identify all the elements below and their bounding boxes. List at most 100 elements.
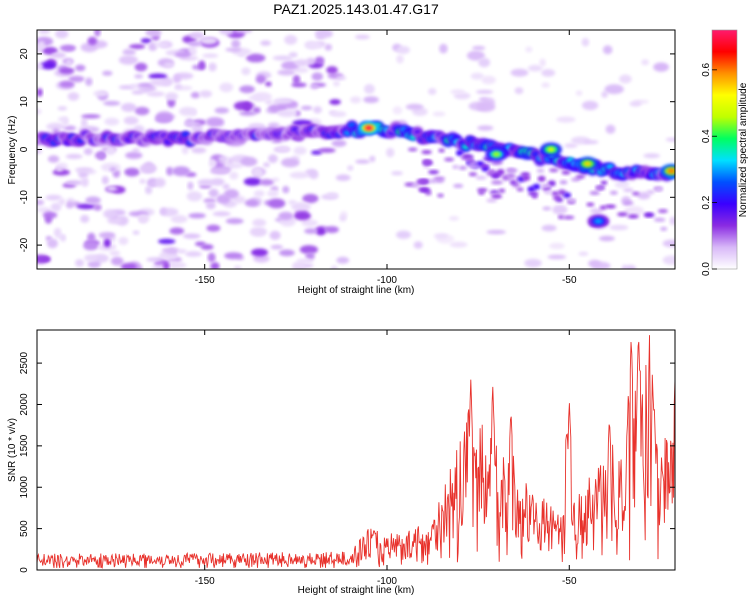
spectrogram-blob	[491, 194, 503, 199]
spectrogram-blob	[81, 114, 101, 119]
spectrogram-blob	[46, 122, 66, 131]
snr-x-tick-label: -150	[195, 576, 215, 587]
spectrogram-blob	[203, 198, 217, 203]
spectrogram-blob	[98, 232, 116, 239]
spectrogram-blob	[109, 250, 121, 256]
spectrogram-blob	[292, 74, 301, 85]
spectrogram-blob	[163, 262, 170, 269]
spectrogram-blob	[41, 257, 51, 262]
spectrogram-blob	[139, 163, 157, 173]
spectrogram-blob	[643, 153, 661, 159]
spectrogram-blob	[586, 202, 595, 207]
spectrogram-blob	[411, 183, 420, 188]
spectrogram-blob	[549, 168, 559, 173]
spectrogram-blob	[170, 215, 188, 224]
spectrogram-blob	[301, 219, 319, 227]
spectrogram-blob	[103, 238, 111, 248]
spectrogram-blob	[260, 40, 271, 46]
spectrogram-blob	[199, 90, 213, 98]
spectrogram-blob	[516, 187, 524, 192]
spectrogram-blob	[291, 82, 307, 88]
spectrogram-blob	[478, 97, 488, 102]
spectrogram-blob	[595, 186, 604, 190]
spectrogram-blob	[277, 146, 290, 152]
spectrogram-blob	[541, 224, 557, 232]
spectrogram-blob	[202, 53, 219, 58]
spectrogram-blob	[37, 199, 45, 206]
spectrogram-blob	[67, 92, 80, 101]
spectrogram-blob	[541, 69, 556, 77]
spectrogram-blob	[600, 180, 608, 185]
spectrogram-blob	[181, 146, 189, 155]
spectrogram-blob	[273, 97, 293, 105]
spectrogram-blob	[289, 171, 309, 179]
spectrogram-blob	[131, 90, 144, 95]
spectrogram-blob	[59, 81, 75, 88]
spectrogram-blob	[562, 215, 575, 220]
spectrogram-blob	[629, 101, 642, 107]
spectrogram-blob	[267, 190, 279, 197]
spectrogram-blob	[472, 45, 486, 51]
spectrogram-blob	[339, 214, 347, 222]
spectrogram-blob	[183, 121, 201, 126]
spectrogram-blob	[191, 124, 203, 134]
spectrogram-blob	[396, 230, 411, 239]
spectrogram-blob	[536, 168, 545, 173]
snr-panel: -150 -100 -50 0 500 1000 1500 2000 2500 Height …	[7, 329, 676, 596]
spectrogram-blob	[259, 179, 274, 186]
spectrogram-blob	[470, 72, 484, 80]
spectrogram-blob	[214, 161, 224, 170]
spectrogram-marks	[37, 30, 675, 269]
spectrogram-blob	[38, 30, 51, 34]
spectrogram-blob	[488, 169, 496, 174]
spectrogram-blob	[47, 155, 60, 163]
spectrogram-blob	[174, 51, 191, 58]
spectrogram-blob	[623, 188, 634, 193]
spectrogram-blob	[453, 183, 464, 188]
spectrogram-blob	[547, 180, 556, 187]
spectrogram-blob	[556, 116, 576, 123]
spectrogram-blob	[255, 74, 266, 84]
spectrogram-blob	[609, 190, 618, 195]
spectrogram-blob	[520, 172, 531, 177]
spectrogram-blob	[248, 123, 265, 129]
snr-y-tick-label: 2000	[19, 393, 30, 416]
spectrogram-blob	[302, 193, 319, 204]
spectrogram-blob	[524, 258, 542, 268]
spectrogram-blob	[669, 216, 675, 226]
spectrogram-blob	[153, 42, 170, 48]
colorbar-tick-label: 0.0	[701, 262, 712, 276]
spectrogram-blob	[433, 176, 446, 181]
spectrogram-blob	[556, 197, 564, 202]
snr-x-tick-label: -100	[377, 576, 397, 587]
spectrogram-blob	[396, 54, 404, 64]
spectrogram-blob	[305, 252, 315, 261]
spectrogram-blob	[231, 39, 241, 49]
spectrogram-blob	[109, 167, 117, 172]
spectrogram-y-tick-label: 10	[19, 96, 30, 108]
snr-y-tick-label: 0	[19, 567, 30, 573]
spectrogram-blob	[281, 157, 300, 168]
spectrogram-blob	[277, 69, 296, 76]
spectrogram-blob	[270, 185, 279, 192]
spectrogram-blob	[83, 241, 99, 251]
spectrogram-blob	[44, 214, 53, 224]
spectrogram-blob	[657, 209, 668, 214]
spectrogram-blob	[216, 194, 231, 205]
spectrogram-blob	[239, 110, 256, 116]
spectrogram-y-tick-label: -20	[19, 237, 30, 252]
spectrogram-blob	[294, 211, 311, 221]
spectrogram-blob	[182, 233, 201, 239]
spectrogram-blob	[492, 151, 501, 157]
spectrogram-blob	[575, 90, 583, 96]
spectrogram-blob	[294, 59, 310, 67]
spectrogram-blob	[272, 177, 280, 182]
spectrogram-blob	[177, 249, 187, 254]
spectrogram-blob	[532, 183, 541, 190]
spectrogram-blob	[134, 62, 148, 72]
spectrogram-blob	[458, 165, 467, 170]
spectrogram-blob	[270, 244, 283, 250]
spectrogram-blob	[185, 251, 202, 257]
spectrogram-blob	[294, 67, 309, 73]
spectrogram-blob	[547, 147, 555, 152]
